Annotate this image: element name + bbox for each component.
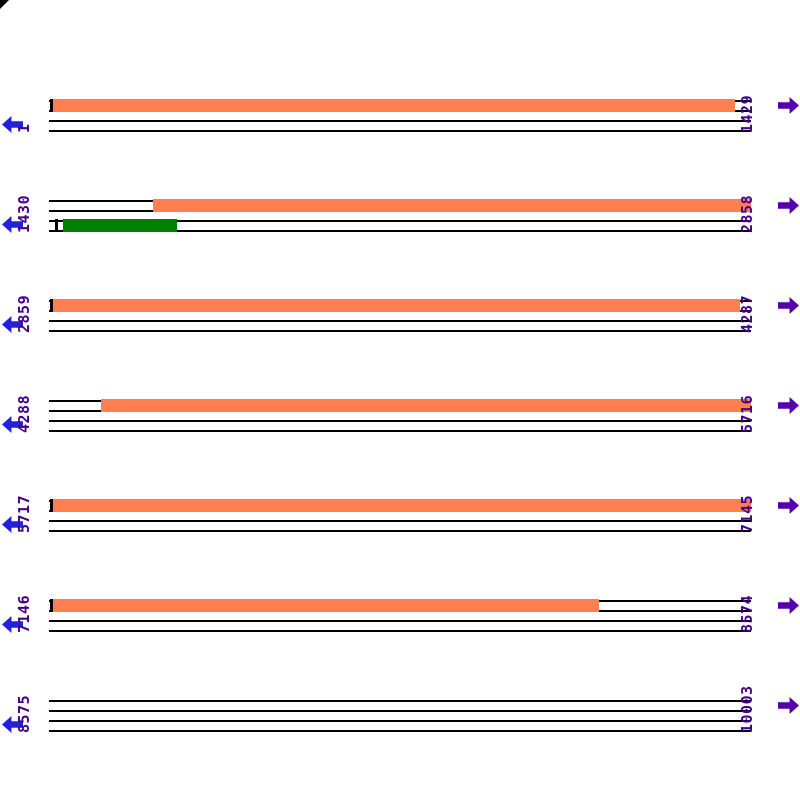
strand-line (49, 700, 751, 702)
navigate-right-arrow-icon[interactable] (778, 97, 799, 114)
strand-line (49, 730, 751, 732)
row-start-position-label: 5717 (15, 494, 33, 533)
sequence-row: 5717 7145 (0, 495, 800, 570)
feature-start-tick (50, 99, 53, 112)
feature-start-tick (50, 299, 53, 312)
strand-line (49, 520, 751, 522)
forward-feature-bar[interactable] (53, 599, 599, 612)
navigate-right-arrow-icon[interactable] (778, 697, 799, 714)
corner-clipped-glyph-icon (0, 0, 9, 9)
row-end-position-label: 7145 (738, 494, 756, 533)
feature-start-tick (50, 499, 53, 512)
sequence-row: 1 1429 (0, 95, 800, 170)
row-start-position-label: 8575 (15, 694, 33, 733)
strand-line (49, 630, 751, 632)
row-start-position-label: 2859 (15, 294, 33, 333)
feature-start-tick (55, 219, 58, 232)
sequence-row: 2859 4287 (0, 295, 800, 370)
navigate-right-arrow-icon[interactable] (778, 197, 799, 214)
strand-line (49, 330, 751, 332)
row-start-position-label: 7146 (15, 594, 33, 633)
row-start-position-label: 1 (15, 123, 33, 133)
forward-feature-bar[interactable] (53, 99, 735, 112)
row-end-position-label: 5716 (738, 394, 756, 433)
forward-feature-bar[interactable] (101, 399, 751, 412)
row-end-position-label: 8574 (738, 594, 756, 633)
forward-feature-bar[interactable] (53, 299, 740, 312)
strand-line (49, 120, 751, 122)
navigate-right-arrow-icon[interactable] (778, 497, 799, 514)
row-end-position-label: 2858 (738, 194, 756, 233)
feature-start-tick (50, 599, 53, 612)
forward-feature-bar[interactable] (153, 199, 751, 212)
navigate-right-arrow-icon[interactable] (778, 397, 799, 414)
forward-feature-bar[interactable] (53, 499, 751, 512)
strand-line (49, 130, 751, 132)
strand-line (49, 420, 751, 422)
strand-line (49, 710, 751, 712)
row-end-position-label: 1429 (738, 94, 756, 133)
sequence-row: 7146 8574 (0, 595, 800, 670)
navigate-right-arrow-icon[interactable] (778, 297, 799, 314)
navigate-right-arrow-icon[interactable] (778, 597, 799, 614)
sequence-row: 4288 5716 (0, 395, 800, 470)
row-start-position-label: 1430 (15, 194, 33, 233)
strand-line (49, 530, 751, 532)
strand-line (49, 230, 751, 232)
strand-line (49, 720, 751, 722)
row-end-position-label: 10003 (738, 685, 756, 733)
row-start-position-label: 4288 (15, 394, 33, 433)
strand-line (49, 620, 751, 622)
strand-line (49, 430, 751, 432)
row-end-position-label: 4287 (738, 294, 756, 333)
sequence-row: 1430 2858 (0, 195, 800, 270)
strand-line (49, 320, 751, 322)
sequence-row: 8575 10003 (0, 685, 800, 770)
strand-line (49, 220, 751, 222)
reverse-feature-bar[interactable] (63, 219, 177, 232)
